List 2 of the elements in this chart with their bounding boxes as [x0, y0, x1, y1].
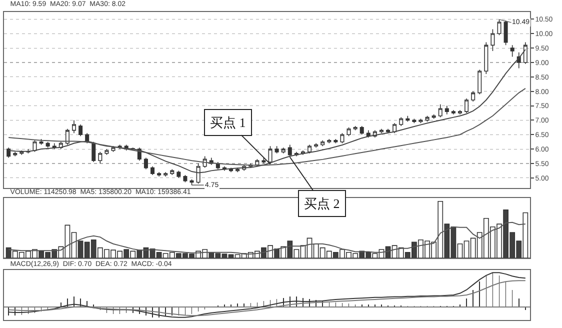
annotation: 买点 2 — [304, 196, 340, 211]
annotation: 买点 1 — [210, 115, 246, 130]
